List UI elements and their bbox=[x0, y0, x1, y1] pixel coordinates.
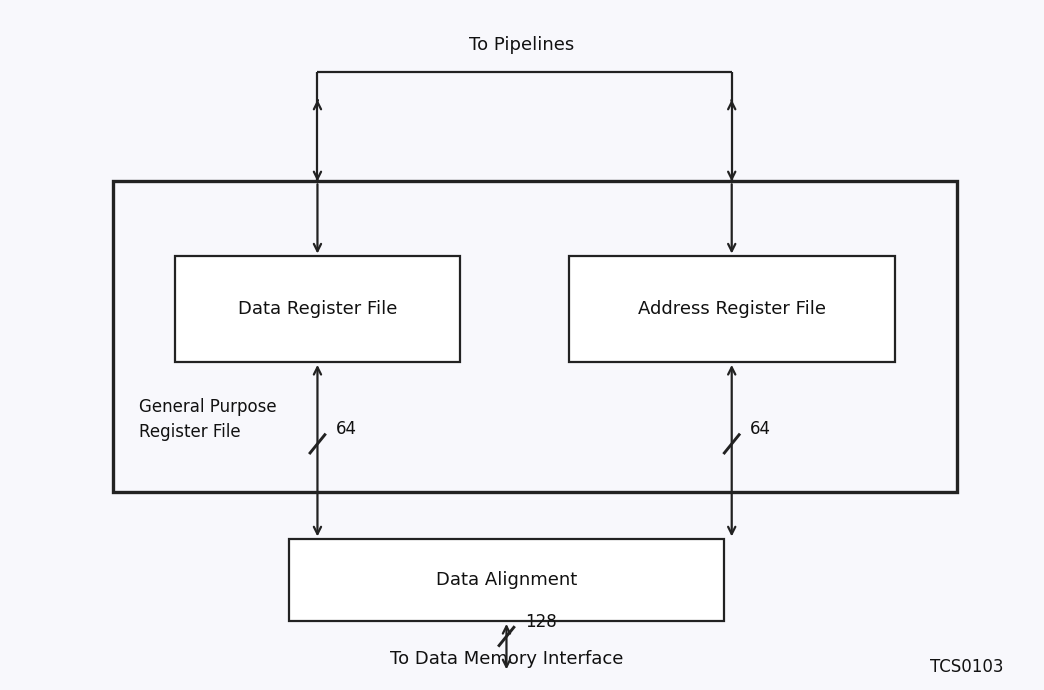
Text: 64: 64 bbox=[751, 420, 772, 438]
Text: Data Alignment: Data Alignment bbox=[435, 571, 577, 589]
Text: General Purpose
Register File: General Purpose Register File bbox=[139, 399, 277, 442]
Text: TCS0103: TCS0103 bbox=[930, 658, 1003, 676]
Bar bbox=[569, 257, 895, 362]
Text: 128: 128 bbox=[525, 613, 556, 631]
Text: Address Register File: Address Register File bbox=[638, 300, 826, 318]
Text: To Data Memory Interface: To Data Memory Interface bbox=[389, 649, 623, 667]
Bar bbox=[289, 540, 723, 621]
Bar bbox=[175, 257, 459, 362]
Text: Data Register File: Data Register File bbox=[238, 300, 397, 318]
Text: 64: 64 bbox=[336, 420, 357, 438]
Bar bbox=[113, 181, 957, 491]
Text: To Pipelines: To Pipelines bbox=[470, 36, 574, 54]
